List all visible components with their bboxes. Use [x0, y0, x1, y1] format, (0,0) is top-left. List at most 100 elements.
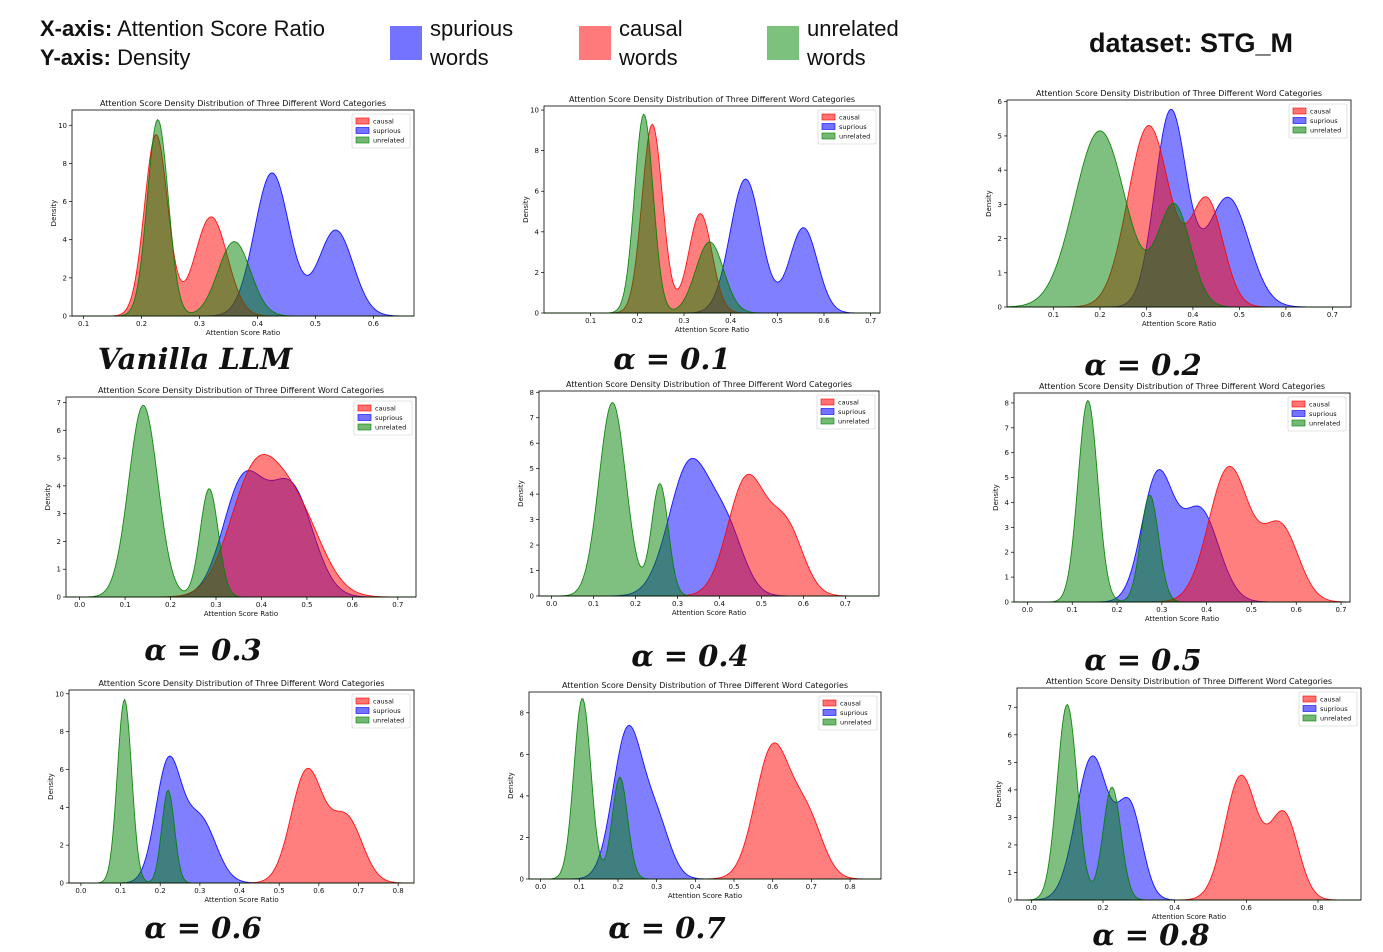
density-plot-alpha-0-4: Attention Score Density Distribution of … [517, 380, 880, 617]
y-tick-label: 3 [57, 510, 61, 518]
x-tick-label: 0.3 [678, 317, 689, 325]
density-plot-alpha-0-1: Attention Score Density Distribution of … [522, 95, 881, 334]
plot-legend-label-suprious: suprious [1309, 410, 1337, 418]
legend-unrelated: unrelated words [767, 14, 899, 72]
density-areas [1006, 108, 1351, 308]
x-axis-label: Attention Score Ratio [206, 329, 280, 337]
y-tick-label: 0 [1008, 897, 1012, 905]
x-tick-label: 0.0 [74, 601, 85, 609]
caption-alpha-0-2: α = 0.2 [1084, 348, 1202, 382]
y-axis-label: Density [517, 480, 525, 507]
y-tick-label: 4 [530, 491, 535, 499]
x-tick-label: 0.7 [865, 317, 876, 325]
x-axis-label: Attention Score Ratio [1142, 320, 1216, 328]
plot-legend-swatch-suprious [1292, 117, 1307, 124]
x-tick-label: 0.7 [353, 887, 364, 895]
dataset-label: dataset: STG_M [1089, 28, 1294, 58]
plot-frame [68, 689, 415, 884]
x-tick-label: 0.1 [115, 887, 126, 895]
y-tick-label: 6 [57, 427, 62, 435]
y-tick-label: 6 [530, 440, 535, 448]
y-tick-label: 5 [530, 465, 534, 473]
y-tick-label: 6 [63, 198, 68, 206]
x-tick-label: 0.7 [1327, 311, 1338, 319]
y-tick-label: 10 [55, 690, 64, 698]
plot-legend-label-suprious: suprious [375, 414, 403, 422]
plot-legend-swatch-suprious [822, 709, 837, 716]
legend-unrelated-line1: unrelated [807, 16, 899, 41]
x-tick-label: 0.1 [78, 320, 89, 328]
plot-legend-swatch-causal [1302, 695, 1317, 703]
x-axis-label: Attention Score Ratio [204, 610, 278, 618]
y-tick-label: 0 [57, 594, 61, 602]
x-tick-label: 0.0 [1026, 904, 1037, 912]
plot-legend-label-unrelated: unrelated [839, 133, 870, 141]
y-tick-label: 4 [57, 482, 62, 490]
y-tick-label: 6 [998, 98, 1003, 106]
plot-legend-label-unrelated: unrelated [373, 717, 404, 725]
y-tick-label: 10 [530, 107, 539, 115]
y-tick-label: 1 [1008, 869, 1012, 877]
x-tick-label: 0.4 [1187, 311, 1199, 319]
x-axis-note: X-axis: Attention Score Ratio [40, 14, 325, 43]
plot-legend-swatch-causal [822, 699, 837, 707]
y-tick-label: 7 [1008, 704, 1012, 712]
y-tick-label: 4 [520, 792, 525, 800]
x-tick-label: 0.5 [1234, 311, 1245, 319]
plot-legend-swatch-suprious [357, 414, 372, 421]
caption-alpha-0-8: α = 0.8 [1092, 918, 1210, 952]
plot-legend-label-suprious: suprious [1320, 705, 1348, 713]
plot-legend-swatch-suprious [820, 408, 835, 415]
density-plot-vanilla: Attention Score Density Distribution of … [50, 99, 415, 337]
y-tick-label: 5 [1008, 759, 1012, 767]
x-tick-label: 0.6 [347, 601, 359, 609]
legend-spurious-line1: spurious [430, 16, 514, 41]
plot-legend-label-unrelated: unrelated [840, 719, 871, 727]
y-axis-note-value: Density [117, 45, 191, 70]
y-tick-label: 5 [1005, 474, 1009, 482]
legend-unrelated-swatch [767, 26, 799, 60]
y-tick-label: 0 [998, 304, 1002, 312]
plot-legend-label-suprious: suprious [373, 127, 401, 135]
x-tick-label: 0.6 [1280, 311, 1292, 319]
plot-frame [538, 390, 880, 597]
y-axis-note-label: Y-axis: [40, 45, 111, 70]
x-tick-label: 0.1 [588, 600, 599, 608]
plot-legend-label-causal: causal [840, 700, 861, 708]
x-tick-label: 0.2 [155, 887, 166, 895]
y-axis-label: Density [44, 484, 52, 511]
plot-legend-label-causal: causal [838, 399, 859, 407]
plot-legend-swatch-suprious [355, 707, 370, 714]
chart-title: Attention Score Density Distribution of … [98, 386, 384, 395]
x-tick-label: 0.4 [714, 600, 726, 608]
legend-spurious-line2: words [430, 45, 489, 70]
plot-legend-swatch-causal [1291, 400, 1306, 408]
x-tick-label: 0.5 [772, 317, 783, 325]
y-tick-label: 3 [1005, 524, 1009, 532]
y-tick-label: 4 [1005, 499, 1010, 507]
plot-legend-swatch-causal [357, 404, 372, 412]
plot-legend-label-unrelated: unrelated [373, 137, 404, 145]
y-tick-label: 0 [60, 880, 64, 888]
chart-title: Attention Score Density Distribution of … [100, 99, 386, 108]
x-tick-label: 0.3 [651, 883, 662, 891]
x-tick-label: 0.6 [798, 600, 810, 608]
plot-legend-label-causal: causal [375, 405, 396, 413]
chart-title: Attention Score Density Distribution of … [569, 95, 855, 104]
x-tick-label: 0.5 [728, 883, 739, 891]
plot-legend-label-suprious: suprious [840, 709, 868, 717]
x-tick-label: 0.4 [234, 887, 246, 895]
y-axis-label: Density [992, 484, 1000, 511]
legend-spurious-swatch [390, 26, 422, 60]
density-plot-alpha-0-7: Attention Score Density Distribution of … [507, 681, 882, 900]
x-tick-label: 0.4 [1201, 606, 1213, 614]
plot-frame [528, 691, 882, 880]
plot-legend-swatch-suprious [355, 127, 370, 134]
plot-legend-label-causal: causal [1320, 696, 1341, 704]
plot-legend-label-causal: causal [839, 114, 860, 122]
plot-legend-label-causal: causal [1310, 108, 1331, 116]
y-tick-label: 8 [520, 709, 524, 717]
caption-alpha-0-6: α = 0.6 [144, 911, 262, 945]
density-areas [1017, 703, 1361, 901]
x-tick-label: 0.4 [690, 883, 702, 891]
